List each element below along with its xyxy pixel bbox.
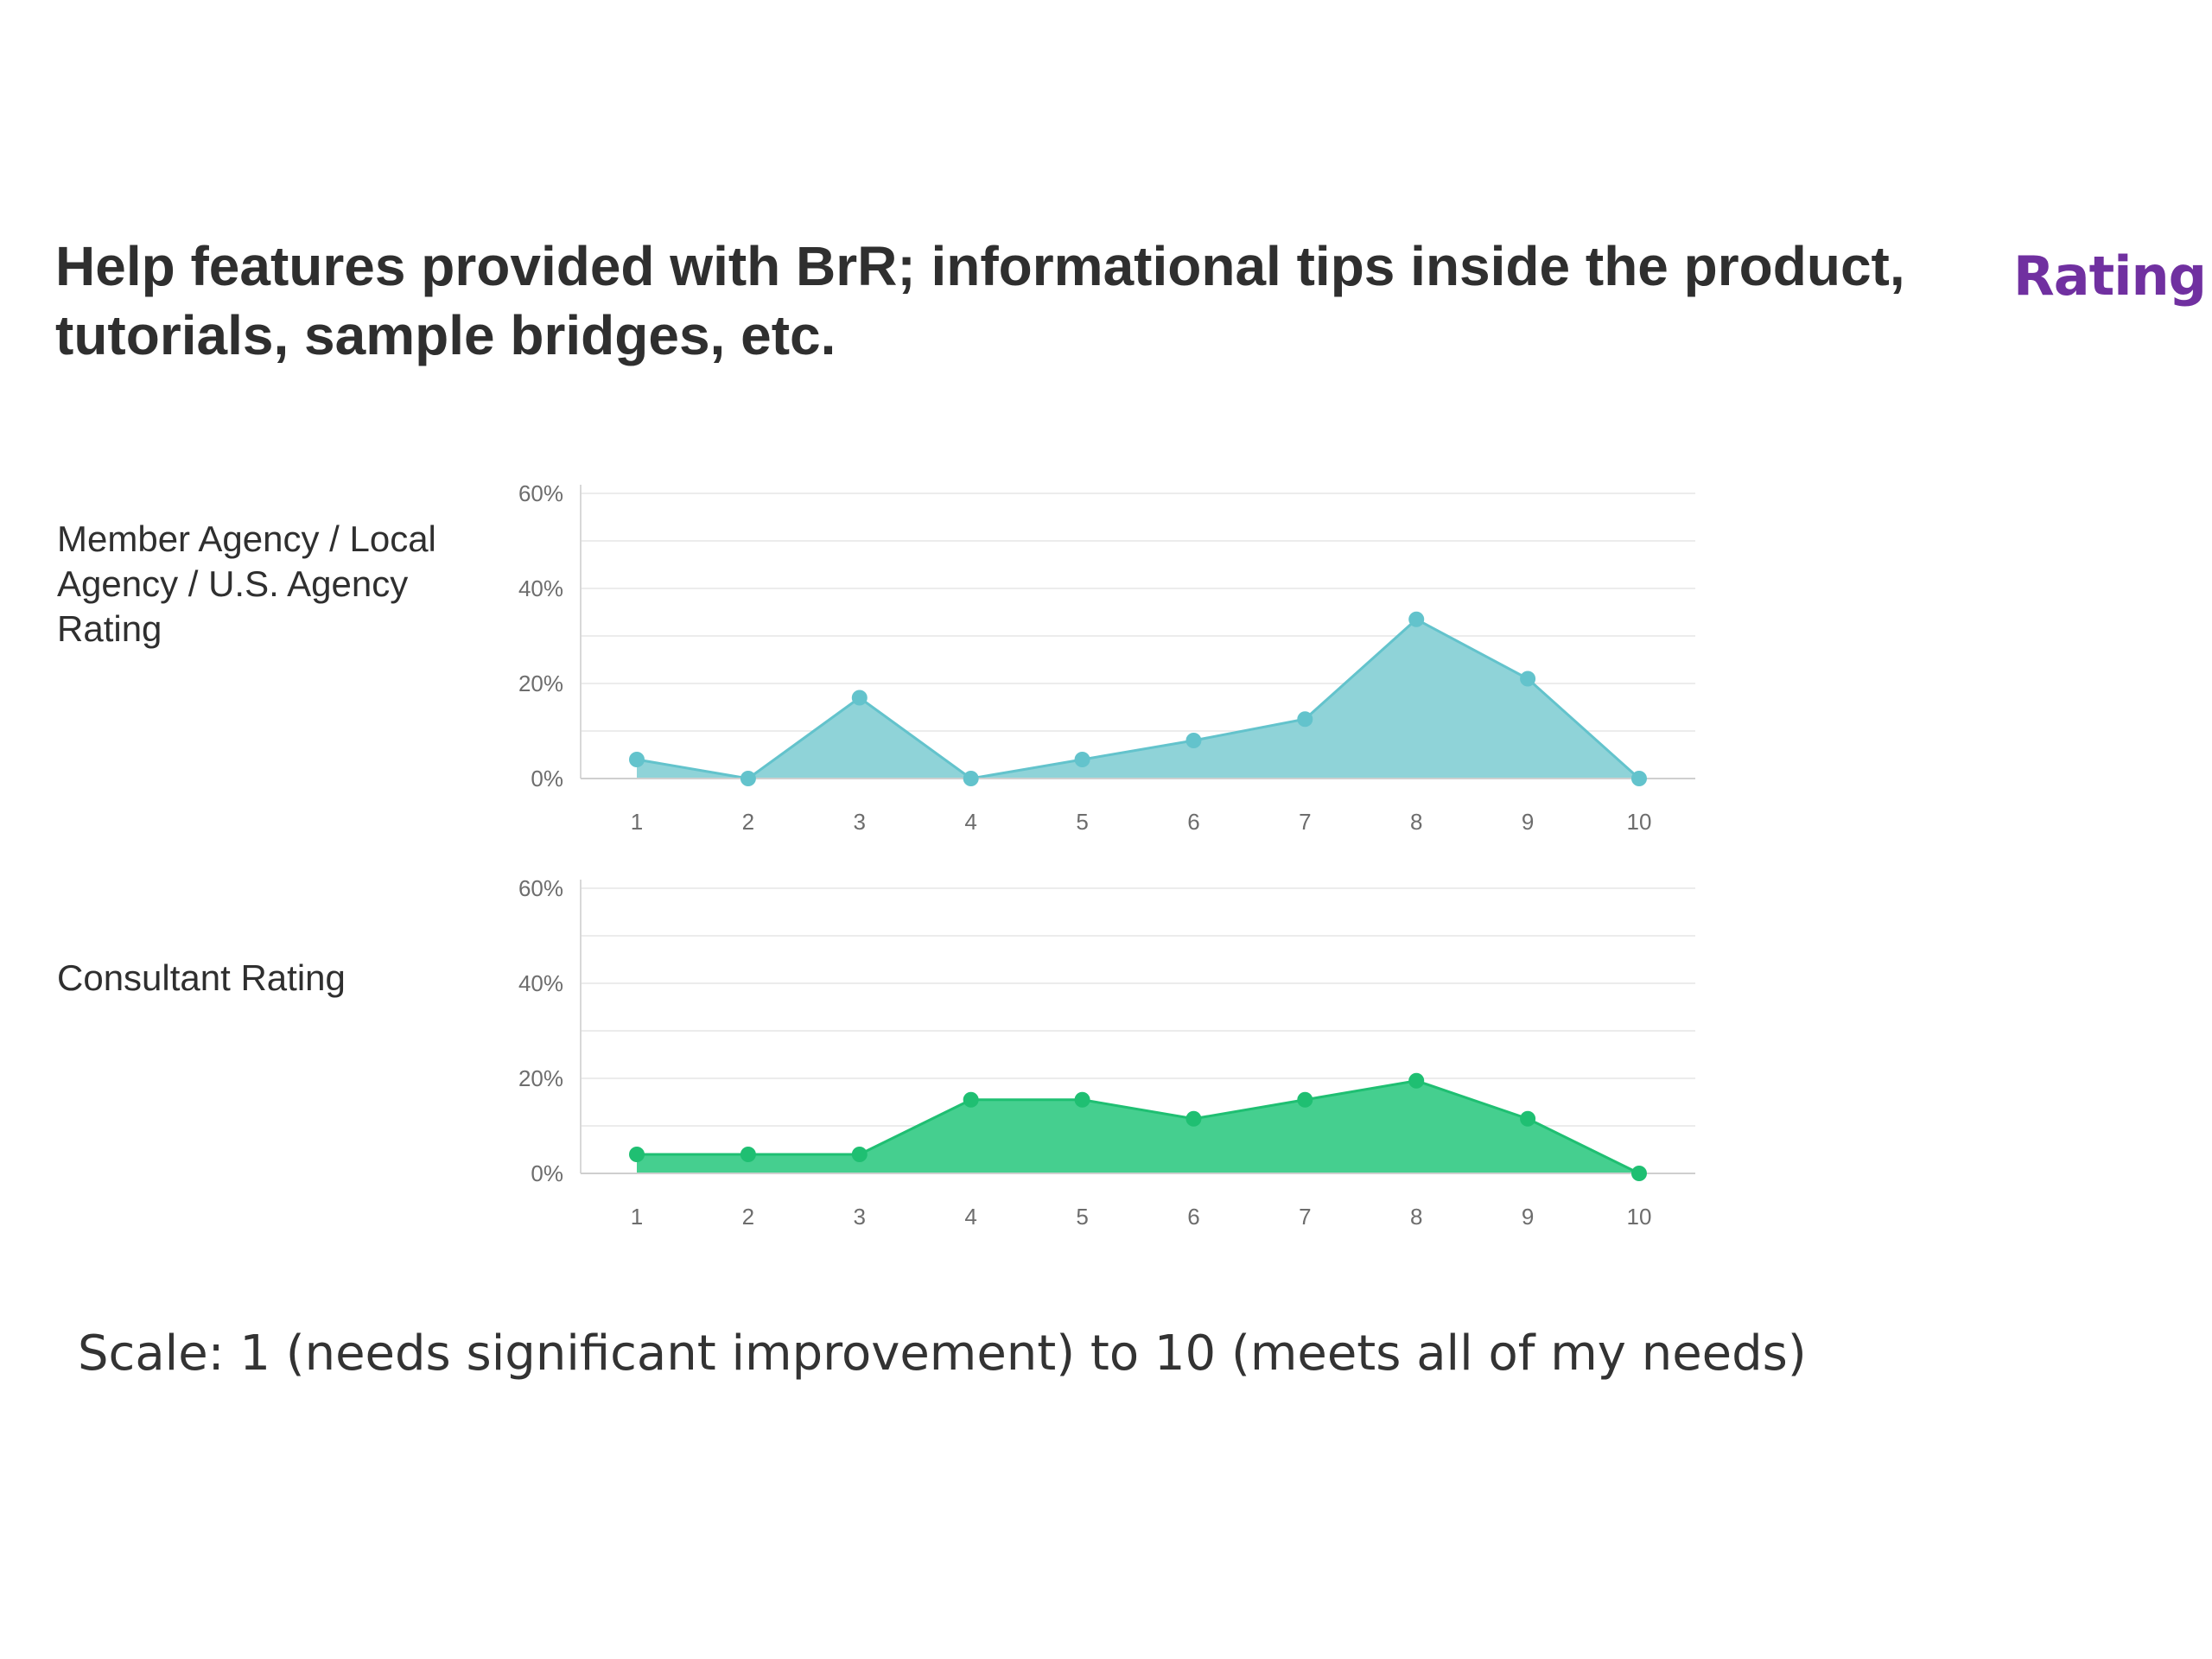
x-tick-label: 3	[854, 809, 866, 835]
data-point	[1408, 1072, 1425, 1089]
x-tick-label: 5	[1076, 1204, 1088, 1230]
series-line	[637, 1079, 1640, 1175]
series-area	[637, 619, 1639, 779]
data-point	[629, 752, 645, 767]
x-tick-label: 4	[964, 1204, 976, 1230]
data-point	[851, 690, 868, 706]
x-tick-label: 9	[1522, 1204, 1534, 1230]
row-label-consultant: Consultant Rating	[57, 957, 346, 998]
y-tick-label: 60%	[518, 875, 563, 901]
data-point	[963, 1091, 979, 1108]
x-tick-label: 6	[1187, 1204, 1199, 1230]
x-tick-label: 7	[1299, 1204, 1311, 1230]
data-point	[740, 1147, 756, 1162]
data-point	[1520, 1110, 1536, 1127]
y-tick-label: 20%	[518, 1065, 563, 1091]
data-point	[1631, 771, 1647, 786]
data-point	[1185, 1110, 1202, 1127]
x-tick-label: 2	[742, 809, 754, 835]
x-tick-label: 6	[1187, 809, 1199, 835]
data-point	[629, 1147, 645, 1162]
chart-agency-rating: 0% 20% 40% 60% 1 2 3 4 5 6 7 8 9 10	[518, 480, 1695, 835]
series-line	[636, 617, 1641, 780]
x-tick-label: 8	[1410, 809, 1422, 835]
series-area	[637, 1080, 1639, 1173]
chart-consultant-rating: 0% 20% 40% 60% 1 2 3 4 5 6 7 8 9 10	[518, 875, 1695, 1230]
rating-heading: Rating	[2013, 245, 2207, 308]
data-point	[1297, 1091, 1313, 1108]
scale-note: Scale: 1 (needs significant improvement)…	[78, 1325, 1807, 1382]
x-tick-label: 1	[631, 809, 643, 835]
x-tick-label: 10	[1627, 809, 1652, 835]
y-tick-label: 0%	[531, 1160, 563, 1186]
y-tick-label: 40%	[518, 575, 563, 601]
x-tick-label: 2	[742, 1204, 754, 1230]
x-tick-label: 10	[1627, 1204, 1652, 1230]
x-tick-label: 8	[1410, 1204, 1422, 1230]
slide-title: Help features provided with BrR; informa…	[55, 235, 1905, 366]
x-tick-label: 9	[1522, 809, 1534, 835]
row-label-agency: Member Agency / Local Agency / U.S. Agen…	[57, 518, 436, 649]
y-tick-label: 0%	[531, 766, 563, 791]
data-point	[1408, 611, 1425, 627]
data-point	[1074, 1091, 1090, 1108]
x-tick-label: 5	[1076, 809, 1088, 835]
data-point	[1185, 733, 1202, 748]
data-point	[1297, 711, 1313, 728]
data-point	[963, 771, 979, 786]
data-point	[1631, 1166, 1647, 1181]
x-tick-label: 1	[631, 1204, 643, 1230]
x-tick-label: 3	[854, 1204, 866, 1230]
data-point	[1074, 752, 1090, 767]
data-point	[851, 1147, 868, 1162]
x-tick-label: 4	[964, 809, 976, 835]
x-tick-label: 7	[1299, 809, 1311, 835]
data-point	[1520, 671, 1536, 687]
y-tick-label: 60%	[518, 480, 563, 506]
y-tick-label: 20%	[518, 671, 563, 696]
y-tick-label: 40%	[518, 970, 563, 996]
data-point	[740, 771, 756, 786]
